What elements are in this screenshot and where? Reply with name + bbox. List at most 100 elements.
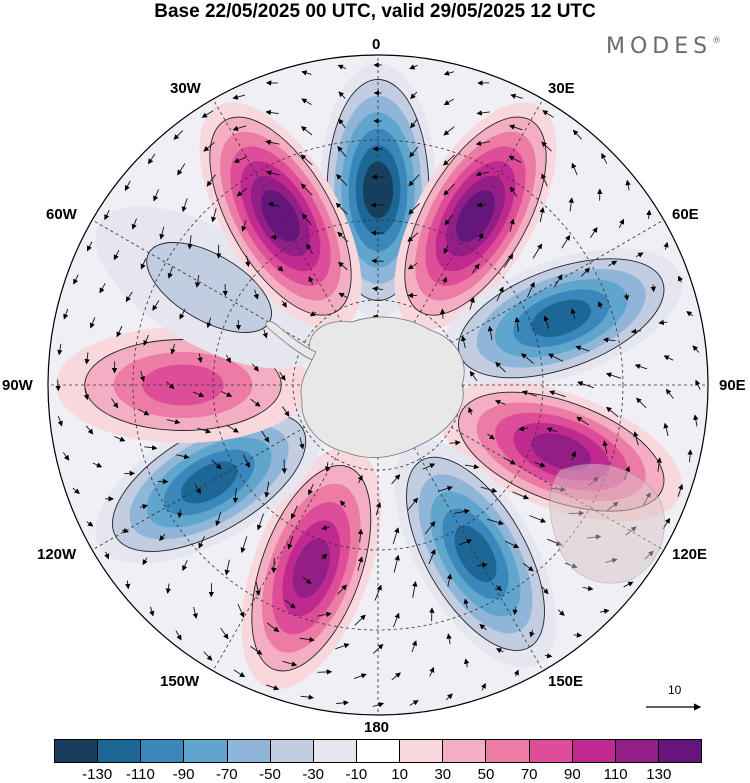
wind-vector	[570, 308, 576, 319]
wind-vector	[250, 645, 263, 655]
wind-vector	[302, 577, 312, 584]
colorbar-tick-label: -90	[172, 766, 195, 783]
wind-vector	[663, 422, 669, 437]
wind-vector	[63, 308, 69, 320]
wind-vector	[256, 513, 264, 531]
wind-vector	[393, 554, 400, 573]
wind-vector	[175, 630, 182, 641]
wind-vector	[606, 406, 619, 418]
wind-vector	[529, 515, 547, 523]
modes-logo: MODES®	[606, 34, 722, 59]
wind-vector	[337, 146, 347, 158]
wind-vector	[57, 415, 63, 427]
wind-vector	[262, 329, 268, 339]
wind-vector	[243, 454, 250, 469]
wind-vector	[634, 363, 648, 370]
wind-vector	[357, 556, 364, 572]
wind-vector	[149, 606, 155, 617]
wind-vector	[601, 152, 608, 164]
wind-vector	[125, 580, 131, 590]
wind-vector	[338, 292, 348, 299]
wind-vector	[281, 300, 287, 308]
wind-vector	[111, 398, 119, 409]
wind-vector	[99, 283, 106, 294]
wind-vector	[424, 521, 436, 535]
wind-vector	[114, 436, 126, 442]
wind-vector	[225, 354, 231, 364]
colorbar-cell	[184, 740, 228, 762]
colorbar-cell	[313, 740, 357, 762]
wind-vector	[226, 424, 239, 433]
wind-vector	[650, 284, 656, 293]
wind-vector	[439, 308, 446, 319]
wind-vector	[282, 660, 298, 667]
wind-vector	[495, 584, 502, 592]
wind-vector	[181, 198, 188, 213]
wind-vector	[469, 370, 478, 381]
colorbar-cell	[270, 740, 314, 762]
lon-label-90w: 90W	[2, 377, 33, 394]
wind-vector	[187, 235, 193, 250]
wind-vector	[665, 388, 674, 399]
wind-vector	[449, 440, 461, 446]
wind-vector	[338, 91, 346, 99]
wind-vector	[503, 457, 516, 465]
wind-vector	[353, 673, 367, 679]
wind-vector	[124, 180, 131, 192]
colorbar-tick-label: -50	[259, 766, 281, 783]
wind-vector	[357, 474, 363, 484]
wind-vector	[192, 391, 205, 398]
colorbar-tick-label: -110	[125, 766, 155, 783]
wind-vector	[167, 266, 173, 279]
wind-vector	[165, 381, 175, 390]
australia-landmass	[549, 463, 665, 584]
wind-vector	[250, 398, 261, 407]
wind-vector	[236, 187, 248, 197]
wind-vector	[477, 562, 488, 568]
wind-vector	[656, 457, 662, 472]
wind-vector	[197, 353, 203, 363]
wind-vector	[605, 372, 622, 379]
lon-label-30w: 30W	[170, 80, 201, 97]
wind-vector	[198, 536, 205, 549]
wind-vector	[391, 672, 401, 681]
wind-vector	[192, 606, 198, 619]
wind-vector	[478, 232, 484, 242]
wind-vector	[480, 486, 498, 493]
wind-vector	[72, 487, 80, 494]
wind-vector	[277, 265, 284, 272]
wind-vector	[338, 261, 348, 271]
wind-vector	[147, 153, 156, 165]
wind-vector	[410, 91, 418, 100]
lon-label-60e: 60E	[672, 206, 699, 223]
antarctica-landmass	[300, 316, 465, 458]
colorbar-cell	[443, 740, 487, 762]
wind-vector	[374, 584, 382, 601]
wind-vector	[340, 500, 346, 508]
wind-vector	[646, 209, 652, 219]
wind-vector	[479, 623, 487, 631]
wind-vector	[317, 611, 332, 618]
wind-vector	[206, 174, 216, 187]
wind-vector	[324, 462, 331, 473]
wind-vector	[463, 598, 469, 609]
wind-vector	[409, 64, 418, 70]
wind-vector	[521, 390, 537, 397]
wind-vector	[177, 509, 183, 519]
wind-vector	[541, 141, 552, 152]
wind-vector	[495, 361, 506, 373]
wind-vector	[618, 218, 625, 229]
wind-vector	[623, 581, 634, 588]
wind-vector	[463, 658, 470, 668]
wind-vector	[255, 580, 261, 596]
wind-vector	[510, 93, 523, 99]
wind-vector	[512, 491, 530, 500]
wind-vector	[442, 276, 448, 285]
wind-vector	[131, 218, 137, 230]
wind-vector	[543, 315, 550, 329]
wind-vector	[194, 484, 201, 495]
wind-vector	[513, 669, 519, 677]
wind-vector	[194, 275, 201, 288]
wind-vector	[522, 562, 534, 572]
wind-vector	[409, 700, 419, 706]
